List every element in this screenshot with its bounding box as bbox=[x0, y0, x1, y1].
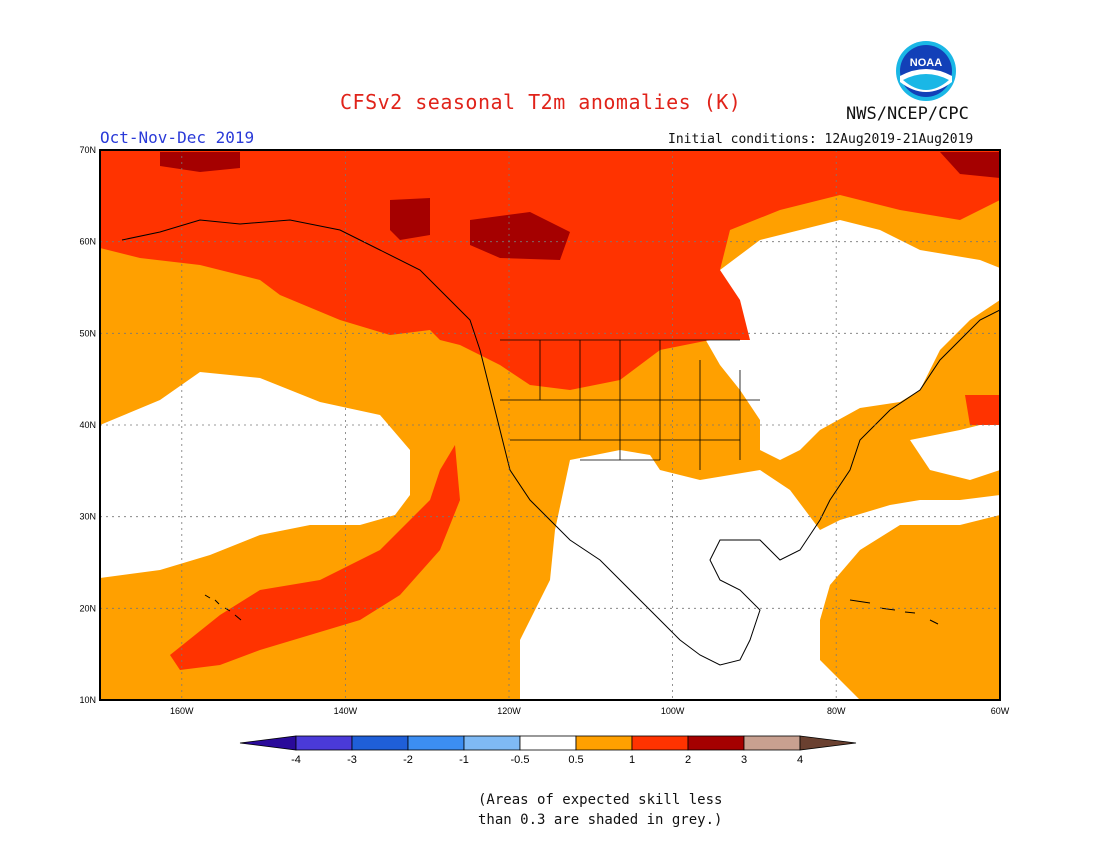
colorbar-label: -3 bbox=[347, 754, 357, 766]
colorbar-swatch bbox=[519, 735, 577, 751]
colorbar-swatch bbox=[463, 735, 521, 751]
skill-footnote: (Areas of expected skill less than 0.3 a… bbox=[478, 790, 722, 830]
map-title: CFSv2 seasonal T2m anomalies (K) bbox=[340, 90, 742, 114]
colorbar-swatch bbox=[351, 735, 409, 751]
lon-label: 160W bbox=[170, 706, 194, 716]
colorbar bbox=[239, 735, 857, 751]
colorbar-label: -1 bbox=[459, 754, 469, 766]
anomaly-map: 70N 60N 50N 40N 30N 20N 10N 160W 140W 12… bbox=[79, 145, 1010, 766]
map-grid bbox=[100, 150, 1000, 700]
colorbar-arrow-high bbox=[799, 735, 857, 751]
lat-label: 70N bbox=[79, 145, 96, 155]
hawaii-islands bbox=[204, 594, 242, 621]
colorbar-swatch bbox=[407, 735, 465, 751]
colorbar-arrow-low bbox=[239, 735, 297, 751]
colorbar-label: -2 bbox=[403, 754, 413, 766]
colorbar-label: 0.5 bbox=[568, 754, 583, 766]
noaa-logo-text: NOAA bbox=[910, 57, 942, 69]
colorbar-label: 1 bbox=[629, 754, 635, 766]
lon-label: 80W bbox=[827, 706, 846, 716]
agency-label: NWS/NCEP/CPC bbox=[846, 104, 969, 124]
anomaly-region-red-pacific bbox=[170, 445, 460, 670]
colorbar-swatch bbox=[575, 735, 633, 751]
anomaly-region-red-north bbox=[100, 150, 1000, 390]
map-frame bbox=[99, 149, 1001, 701]
lon-label: 60W bbox=[991, 706, 1010, 716]
lat-label: 30N bbox=[79, 512, 96, 522]
season-label: Oct-Nov-Dec 2019 bbox=[100, 128, 255, 147]
anomaly-region-red-atlantic bbox=[965, 395, 1000, 425]
caribbean-islands bbox=[849, 599, 939, 625]
state-borders bbox=[500, 339, 760, 470]
colorbar-label: -0.5 bbox=[511, 754, 530, 766]
colorbar-label: -4 bbox=[291, 754, 301, 766]
colorbar-swatch bbox=[631, 735, 689, 751]
lat-label: 60N bbox=[79, 237, 96, 247]
colorbar-swatch bbox=[687, 735, 745, 751]
colorbar-labels: -4 -3 -2 -1 -0.5 0.5 1 2 3 4 bbox=[291, 754, 803, 766]
lon-label: 120W bbox=[497, 706, 521, 716]
lat-label: 40N bbox=[79, 420, 96, 430]
lat-label: 10N bbox=[79, 695, 96, 705]
anomaly-region-darkred-greenland bbox=[940, 152, 1000, 178]
anomaly-region-white-pacific bbox=[100, 372, 410, 578]
coastline bbox=[121, 219, 1000, 666]
colorbar-label: 4 bbox=[797, 754, 803, 766]
footnote-line: (Areas of expected skill less bbox=[478, 792, 723, 808]
lon-label: 100W bbox=[661, 706, 685, 716]
lat-label: 50N bbox=[79, 328, 96, 338]
colorbar-label: 2 bbox=[685, 754, 691, 766]
lat-label: 20N bbox=[79, 603, 96, 613]
lon-label: 140W bbox=[334, 706, 358, 716]
anomaly-region-white-atlantic bbox=[910, 420, 1000, 480]
colorbar-swatch bbox=[295, 735, 353, 751]
anomaly-region-darkred-canada bbox=[390, 198, 570, 260]
colorbar-label: 3 bbox=[741, 754, 747, 766]
footnote-line: than 0.3 are shaded in grey.) bbox=[478, 812, 723, 828]
anomaly-region-darkred-alaska bbox=[160, 152, 240, 172]
anomaly-region-white-tropical bbox=[520, 450, 1000, 700]
noaa-logo: NOAA bbox=[896, 41, 956, 101]
initial-conditions-label: Initial conditions: 12Aug2019-21Aug2019 bbox=[668, 132, 974, 147]
colorbar-swatch bbox=[743, 735, 801, 751]
anomaly-region-white-east bbox=[700, 220, 1000, 460]
